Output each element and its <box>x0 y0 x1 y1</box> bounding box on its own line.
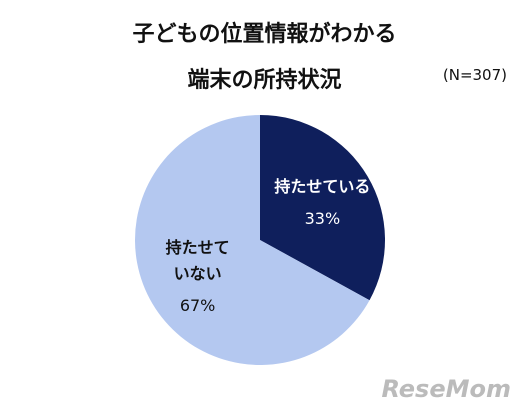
chart-title: 子どもの位置情報がわかる <box>132 22 397 47</box>
chart-title: 端末の所持状況 <box>187 68 342 93</box>
legend-label: 持たせている <box>274 177 371 197</box>
slice-label: 持たせていない 67% <box>163 235 233 319</box>
watermark: ReseMom <box>381 375 511 403</box>
value-label: 67% <box>179 295 216 315</box>
legend-label: 持たせていない <box>165 237 230 283</box>
slice-label: 持たせている 33% <box>262 174 382 232</box>
chart-subtitle: (N=307) <box>442 66 507 84</box>
value-label: 33% <box>304 209 341 229</box>
pie-slice <box>260 115 385 301</box>
pie-slice <box>134 115 370 365</box>
